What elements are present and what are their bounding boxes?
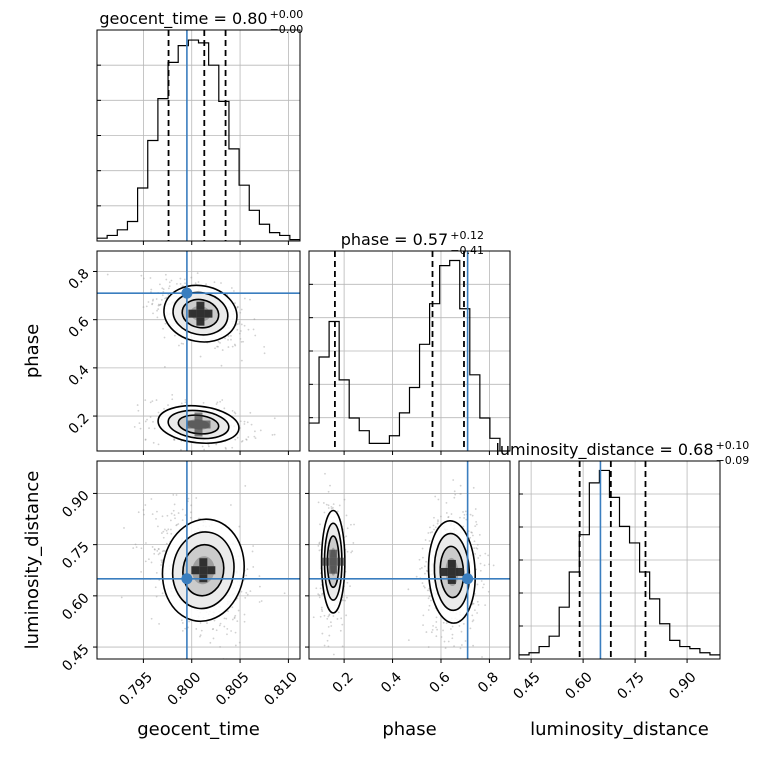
truth-marker <box>181 573 193 585</box>
hist-panel-geocent_time <box>96 29 301 242</box>
panel-title-phase: phase = 0.57 +0.12 −0.41 <box>341 229 484 257</box>
panel-frame <box>96 29 301 242</box>
density-panel-geocent_time-luminosity_distance <box>96 460 301 660</box>
histogram-phase <box>309 259 510 452</box>
x-tick-label: 0.2 <box>330 669 357 696</box>
title-value: luminosity_distance = 0.68 <box>495 440 713 460</box>
hist-panel-phase <box>308 250 511 452</box>
hist-panel-luminosity_distance <box>518 460 721 660</box>
x-tick-label: 0.795 <box>116 669 156 709</box>
y-tick-label: 0.8 <box>66 266 93 293</box>
histogram-geocent_time <box>97 39 300 241</box>
title-upper-error: +0.12 <box>450 229 484 242</box>
y-tick-label: 0.60 <box>59 590 92 623</box>
title-lower-error: −0.00 <box>270 23 304 36</box>
x-tick-label: 0.60 <box>562 669 595 702</box>
title-value: phase = 0.57 <box>341 230 448 249</box>
title-lower-error: −0.09 <box>716 454 750 467</box>
panel-frame <box>96 460 301 660</box>
panel-frame <box>308 460 511 660</box>
density-core <box>321 549 346 574</box>
panel-frame <box>96 250 301 452</box>
x-tick-label: 0.75 <box>614 669 647 702</box>
density-core <box>439 559 464 584</box>
density-panel-phase-luminosity_distance <box>308 460 511 660</box>
x-axis-label: luminosity_distance <box>530 719 709 740</box>
x-axis-label: phase <box>382 719 436 740</box>
x-tick-label: 0.810 <box>261 669 301 709</box>
y-tick-label: 0.75 <box>59 539 92 572</box>
title-value: geocent_time = 0.80 <box>99 9 267 29</box>
y-tick-label: 0.6 <box>66 314 93 341</box>
x-tick-label: 0.90 <box>666 669 699 702</box>
panel-title-luminosity_distance: luminosity_distance = 0.68 +0.10 −0.09 <box>495 439 749 467</box>
density-core <box>186 412 211 437</box>
axis-ticks <box>142 241 289 245</box>
axis-ticks <box>343 451 490 455</box>
axis-ticks <box>142 659 289 663</box>
x-tick-label: 0.805 <box>213 669 253 709</box>
density-core <box>188 301 213 326</box>
y-tick-label: 0.2 <box>66 410 93 437</box>
truth-marker <box>181 287 193 299</box>
density-panel-geocent_time-phase <box>96 250 301 452</box>
x-tick-label: 0.800 <box>165 669 205 709</box>
x-tick-label: 0.6 <box>427 669 454 696</box>
axis-ticks <box>305 492 490 663</box>
y-tick-label: 0.90 <box>59 488 92 521</box>
title-upper-error: +0.00 <box>270 8 304 21</box>
panel-title-geocent_time: geocent_time = 0.80 +0.00 −0.00 <box>99 8 303 36</box>
panel-frame <box>518 460 721 660</box>
title-upper-error: +0.10 <box>716 439 750 452</box>
x-tick-label: 0.8 <box>475 669 502 696</box>
y-axis-label: luminosity_distance <box>22 471 43 650</box>
title-lower-error: −0.41 <box>450 244 484 257</box>
y-tick-label: 0.4 <box>66 362 93 389</box>
y-tick-label: 0.45 <box>59 641 92 674</box>
panel-frame <box>308 250 511 452</box>
y-axis-label: phase <box>22 324 43 378</box>
x-tick-label: 0.45 <box>510 669 543 702</box>
axis-ticks <box>530 659 688 663</box>
x-axis-label: geocent_time <box>137 719 260 740</box>
histogram-luminosity_distance <box>519 469 720 656</box>
x-tick-label: 0.4 <box>378 669 405 696</box>
axis-ticks <box>142 451 289 455</box>
truth-marker <box>462 573 474 585</box>
